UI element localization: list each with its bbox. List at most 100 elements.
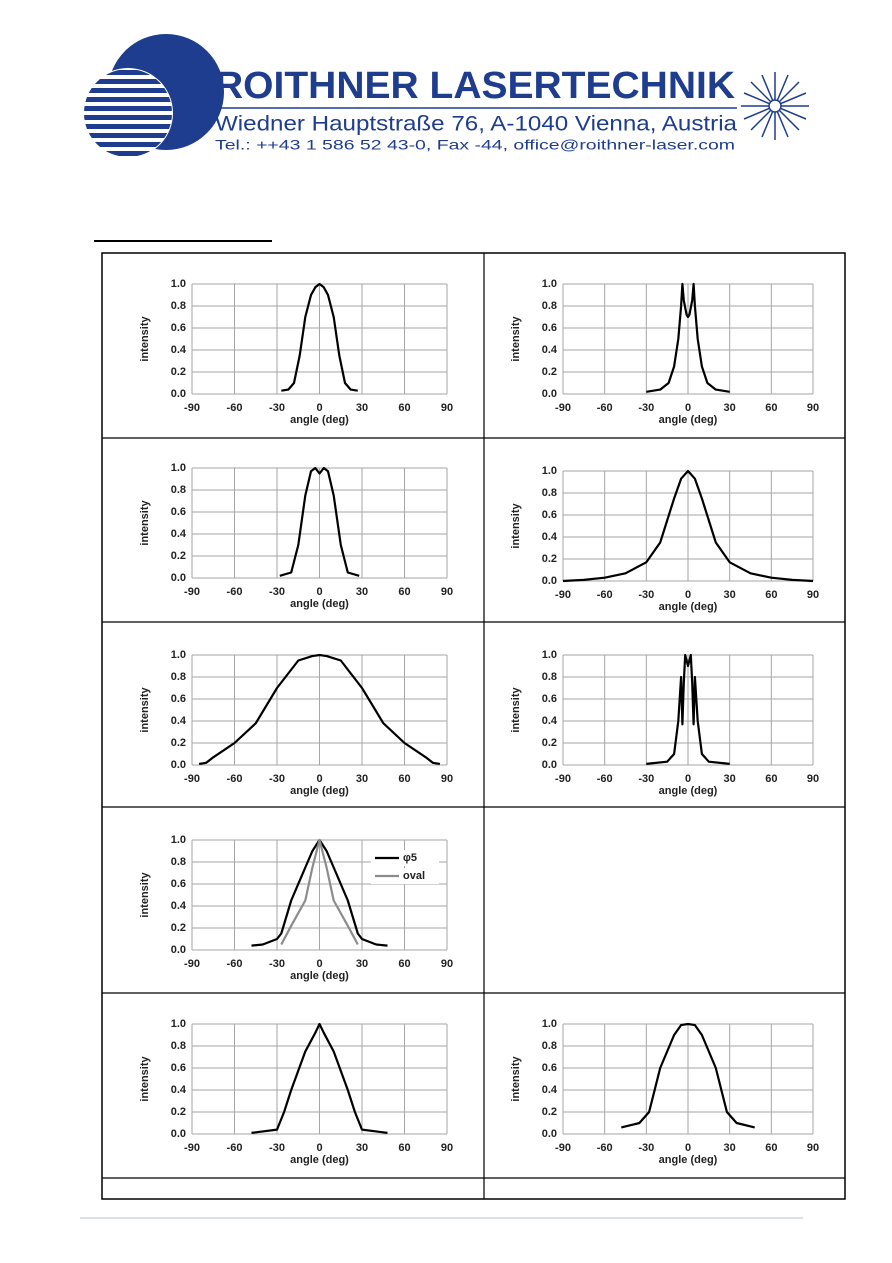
- data-line: [280, 838, 359, 946]
- x-tick-label: -30: [638, 773, 654, 785]
- y-tick-label: 0.0: [171, 572, 186, 584]
- x-tick-label: 90: [441, 1142, 453, 1154]
- x-tick-label: 0: [316, 958, 322, 970]
- x-tick-label: -90: [184, 586, 200, 598]
- y-tick-label: 0.8: [542, 300, 557, 312]
- x-tick-label: 60: [398, 402, 410, 414]
- y-tick-label: 1.0: [171, 649, 186, 661]
- y-tick-label: 0.8: [171, 856, 186, 868]
- y-tick-label: 0.2: [171, 922, 186, 934]
- x-tick-label: 90: [807, 1142, 819, 1154]
- y-tick-label: 0.0: [542, 1128, 557, 1140]
- x-tick-label: 30: [356, 402, 368, 414]
- x-tick-label: 90: [441, 402, 453, 414]
- x-axis-label: angle (deg): [290, 414, 349, 426]
- y-tick-label: 1.0: [171, 462, 186, 474]
- x-tick-label: 0: [685, 589, 691, 601]
- y-tick-label: 0.0: [171, 1128, 186, 1140]
- legend-box: [371, 850, 439, 866]
- x-tick-label: 30: [356, 1142, 368, 1154]
- y-tick-label: 0.8: [171, 1040, 186, 1052]
- y-tick-label: 0.4: [171, 528, 187, 540]
- y-tick-label: 0.8: [171, 671, 186, 683]
- y-tick-label: 1.0: [542, 465, 557, 477]
- y-tick-label: 0.6: [171, 1062, 186, 1074]
- x-tick-label: -90: [555, 589, 571, 601]
- x-axis-label: angle (deg): [659, 414, 718, 426]
- x-tick-label: 0: [316, 1142, 322, 1154]
- x-tick-label: -60: [597, 1142, 613, 1154]
- x-tick-label: -30: [269, 402, 285, 414]
- x-axis-label: angle (deg): [290, 785, 349, 797]
- y-tick-label: 0.4: [542, 344, 558, 356]
- x-axis-label: angle (deg): [659, 785, 718, 797]
- x-tick-label: 0: [316, 773, 322, 785]
- x-tick-label: -60: [227, 1142, 243, 1154]
- x-tick-label: -90: [555, 402, 571, 414]
- data-line: [646, 282, 730, 393]
- y-tick-label: 0.8: [171, 300, 186, 312]
- y-tick-label: 0.2: [171, 550, 186, 562]
- y-tick-label: 0.4: [171, 900, 187, 912]
- x-tick-label: 30: [356, 586, 368, 598]
- data-line: [251, 1022, 388, 1134]
- y-tick-label: 0.0: [171, 759, 186, 771]
- address: Wiedner Hauptstraße 76, A-1040 Vienna, A…: [215, 113, 737, 136]
- x-tick-label: -90: [184, 958, 200, 970]
- legend-label: oval: [403, 870, 425, 882]
- x-tick-label: -90: [184, 402, 200, 414]
- x-tick-label: -30: [638, 402, 654, 414]
- x-tick-label: 60: [398, 958, 410, 970]
- x-tick-label: 60: [765, 1142, 777, 1154]
- x-tick-label: -30: [269, 773, 285, 785]
- y-tick-label: 1.0: [171, 834, 186, 846]
- y-tick-label: 0.2: [542, 366, 557, 378]
- x-tick-label: 90: [807, 402, 819, 414]
- x-tick-label: 60: [398, 1142, 410, 1154]
- x-axis-label: angle (deg): [290, 1154, 349, 1166]
- x-tick-label: -90: [184, 1142, 200, 1154]
- x-tick-label: -90: [555, 773, 571, 785]
- y-tick-label: 0.4: [542, 715, 558, 727]
- legend-label: φ5: [403, 852, 417, 864]
- x-tick-label: -30: [269, 958, 285, 970]
- x-tick-label: 0: [685, 773, 691, 785]
- table-grid: [101, 252, 846, 1200]
- y-tick-label: 1.0: [542, 649, 557, 661]
- x-tick-label: 90: [441, 773, 453, 785]
- x-tick-label: 0: [685, 402, 691, 414]
- x-tick-label: 30: [724, 1142, 736, 1154]
- y-axis-label: intensity: [510, 316, 522, 362]
- y-tick-label: 0.6: [542, 693, 557, 705]
- logo: [83, 34, 809, 158]
- y-axis-label: intensity: [139, 1056, 151, 1102]
- x-tick-label: 30: [724, 589, 736, 601]
- x-tick-label: -60: [227, 586, 243, 598]
- x-tick-label: 0: [316, 402, 322, 414]
- x-tick-label: 30: [356, 773, 368, 785]
- y-tick-label: 0.0: [171, 944, 186, 956]
- x-tick-label: -60: [227, 773, 243, 785]
- y-tick-label: 0.6: [171, 693, 186, 705]
- y-tick-label: 0.8: [542, 671, 557, 683]
- y-tick-label: 0.2: [542, 1106, 557, 1118]
- legend-box: [371, 868, 439, 884]
- data-line: [279, 466, 360, 577]
- x-tick-label: 60: [765, 773, 777, 785]
- x-tick-label: -30: [638, 1142, 654, 1154]
- y-axis-label: intensity: [139, 687, 151, 733]
- x-axis-label: angle (deg): [659, 1154, 718, 1166]
- y-tick-label: 0.0: [171, 388, 186, 400]
- x-tick-label: -30: [638, 589, 654, 601]
- data-line: [281, 282, 358, 392]
- y-tick-label: 0.6: [171, 506, 186, 518]
- y-tick-label: 1.0: [171, 278, 186, 290]
- x-tick-label: 0: [316, 586, 322, 598]
- x-tick-label: -90: [555, 1142, 571, 1154]
- y-tick-label: 0.6: [171, 878, 186, 890]
- x-tick-label: 60: [398, 773, 410, 785]
- x-tick-label: 90: [807, 589, 819, 601]
- x-tick-label: -90: [184, 773, 200, 785]
- y-tick-label: 0.4: [542, 531, 558, 543]
